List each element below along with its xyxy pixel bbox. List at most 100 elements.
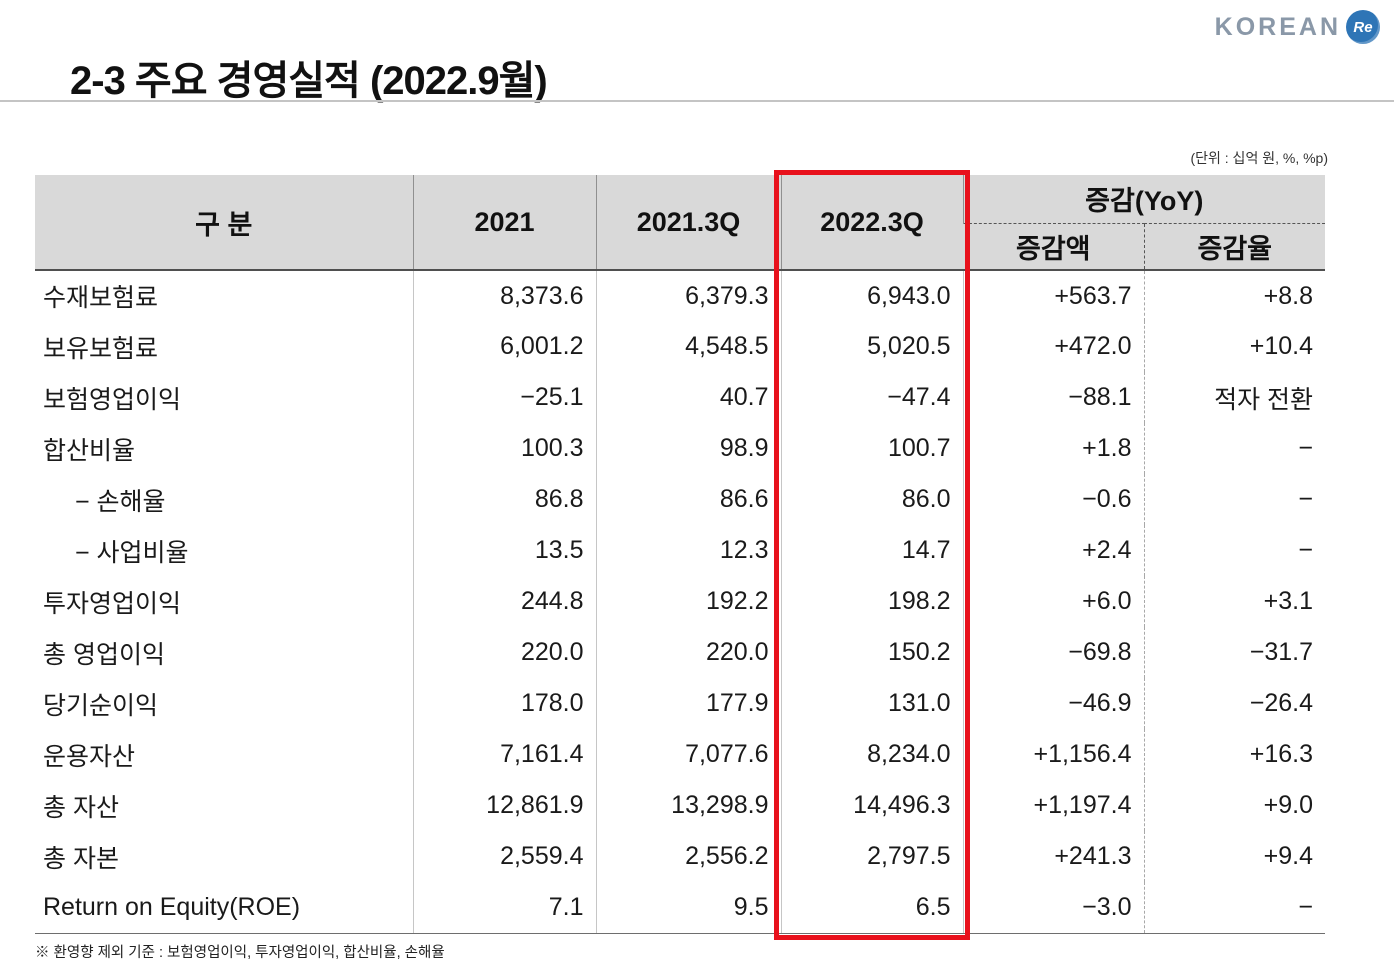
row-label: 수재보험료: [43, 284, 159, 312]
unit-note: (단위 : 십억 원, %, %p): [1190, 150, 1328, 166]
row-label: 총 자산: [43, 793, 119, 822]
row-label: Return on Equity(ROE): [35, 882, 413, 934]
header-row-1: 구 분 2021 2021.3Q 2022.3Q 증감(YoY): [35, 175, 1326, 271]
title-divider: [0, 100, 1394, 102]
table-row: Return on Equity(ROE) 7.1 9.5 6.5 −3.0 −: [35, 882, 1326, 934]
cell-2021: 7.1: [412, 882, 596, 934]
cell-2022-3q: −47.4: [780, 372, 963, 423]
cell-2021: 178.0: [412, 678, 596, 729]
performance-table-grid: 구 분 2021 2021.3Q 2022.3Q 증감(YoY) 증감액 증감율…: [35, 175, 1326, 934]
table-row: 총 영업이익 220.0 220.0 150.2 −69.8 −31.7: [35, 627, 1326, 678]
cell-yoy-amount: +1,156.4: [962, 729, 1144, 780]
cell-2021: 220.0: [412, 627, 596, 678]
table-row: 운용자산 7,161.4 7,077.6 8,234.0 +1,156.4 +1…: [35, 729, 1326, 780]
row-label: 합산비율: [43, 436, 136, 465]
header-yoy-group: 증감(YoY): [962, 175, 1326, 224]
row-label: − 사업비율: [75, 538, 189, 567]
cell-2021: 244.8: [412, 576, 596, 627]
logo-text: KOREAN: [1214, 12, 1341, 41]
table-row: 합산비율 100.3 98.9 100.7 +1.8 −: [35, 423, 1326, 474]
cell-2021-3q: 6,379.3: [595, 270, 781, 321]
cell-yoy-amount: +1,197.4: [962, 780, 1144, 831]
cell-yoy-amount: +472.0: [962, 321, 1144, 372]
cell-yoy-rate: +9.0: [1143, 780, 1326, 831]
header-2021-3q: 2021.3Q: [595, 175, 781, 271]
cell-2022-3q: 14,496.3: [780, 780, 963, 831]
cell-yoy-amount: +1.8: [962, 423, 1144, 474]
cell-2021-3q: 86.6: [595, 474, 781, 525]
cell-2021-3q: 2,556.2: [595, 831, 781, 882]
cell-2021: 86.8: [412, 474, 596, 525]
cell-yoy-rate: −: [1143, 882, 1326, 934]
page-title: 2-3 주요 경영실적 (2022.9월): [70, 59, 548, 103]
header-yoy-amount: 증감액: [963, 223, 1144, 271]
header-yoy-rate: 증감율: [1143, 223, 1326, 271]
table-row: 보유보험료 6,001.2 4,548.5 5,020.5 +472.0 +10…: [35, 321, 1326, 372]
table-row: 총 자본 2,559.4 2,556.2 2,797.5 +241.3 +9.4: [35, 831, 1326, 882]
cell-yoy-rate: −: [1143, 525, 1326, 576]
table-row: − 손해율 86.8 86.6 86.0 −0.6 −: [35, 474, 1326, 525]
cell-yoy-rate: 적자 전환: [1143, 372, 1326, 423]
cell-yoy-rate: +3.1: [1143, 576, 1326, 627]
cell-2022-3q: 2,797.5: [780, 831, 963, 882]
cell-2021: 8,373.6: [412, 270, 596, 321]
header-category: 구 분: [35, 175, 413, 271]
cell-2022-3q: 100.7: [780, 423, 963, 474]
header-row-2: 증감액 증감율: [35, 223, 1326, 271]
cell-2021-3q: 13,298.9: [595, 780, 781, 831]
cell-yoy-rate: −: [1143, 423, 1326, 474]
table-row: 투자영업이익 244.8 192.2 198.2 +6.0 +3.1: [35, 576, 1326, 627]
table-row: 보험영업이익 −25.1 40.7 −47.4 −88.1 적자 전환: [35, 372, 1326, 423]
cell-yoy-rate: +10.4: [1143, 321, 1326, 372]
cell-2021: 7,161.4: [412, 729, 596, 780]
cell-2022-3q: 131.0: [780, 678, 963, 729]
cell-2021: 6,001.2: [412, 321, 596, 372]
cell-2021: 2,559.4: [412, 831, 596, 882]
cell-2022-3q: 5,020.5: [780, 321, 963, 372]
cell-yoy-rate: −26.4: [1143, 678, 1326, 729]
cell-2022-3q: 86.0: [780, 474, 963, 525]
cell-yoy-amount: +563.7: [962, 270, 1144, 321]
cell-yoy-amount: −0.6: [962, 474, 1144, 525]
logo-mark-icon: Re: [1346, 10, 1380, 44]
cell-2021-3q: 40.7: [595, 372, 781, 423]
cell-2021-3q: 9.5: [595, 882, 781, 934]
cell-2022-3q: 14.7: [780, 525, 963, 576]
row-label: 당기순이익: [43, 691, 159, 720]
row-label: 운용자산: [43, 742, 136, 771]
cell-2022-3q: 6.5: [780, 882, 963, 934]
cell-2021-3q: 98.9: [595, 423, 781, 474]
cell-2021: −25.1: [412, 372, 596, 423]
row-label: 총 자본: [43, 844, 119, 873]
cell-2021: 13.5: [412, 525, 596, 576]
row-label: − 손해율: [75, 487, 166, 516]
table-row: 수재보험료 8,373.6 6,379.3 6,943.0 +563.7 +8.…: [35, 270, 1326, 321]
header-2022-3q: 2022.3Q: [780, 175, 963, 271]
table-row: 총 자산 12,861.9 13,298.9 14,496.3 +1,197.4…: [35, 780, 1326, 831]
table-row: 당기순이익 178.0 177.9 131.0 −46.9 −26.4: [35, 678, 1326, 729]
header-2021: 2021: [412, 175, 596, 271]
row-label: 총 영업이익: [43, 640, 165, 669]
table-row: − 사업비율 13.5 12.3 14.7 +2.4 −: [35, 525, 1326, 576]
korean-re-logo: KOREAN Re: [1215, 10, 1380, 44]
cell-2022-3q: 150.2: [780, 627, 963, 678]
cell-2021-3q: 7,077.6: [595, 729, 781, 780]
cell-yoy-amount: −88.1: [962, 372, 1144, 423]
cell-yoy-amount: +241.3: [962, 831, 1144, 882]
cell-yoy-rate: +8.8: [1143, 270, 1326, 321]
footnote: ※ 환영향 제외 기준 : 보험영업이익, 투자영업이익, 합산비율, 손해율: [35, 945, 445, 961]
cell-2021-3q: 12.3: [595, 525, 781, 576]
cell-2022-3q: 8,234.0: [780, 729, 963, 780]
cell-yoy-rate: −: [1143, 474, 1326, 525]
cell-yoy-rate: −31.7: [1143, 627, 1326, 678]
cell-2021: 100.3: [412, 423, 596, 474]
cell-yoy-amount: −46.9: [962, 678, 1144, 729]
cell-yoy-amount: +6.0: [962, 576, 1144, 627]
row-label: 투자영업이익: [43, 589, 182, 618]
cell-yoy-rate: +9.4: [1143, 831, 1326, 882]
row-label: 보유보험료: [43, 334, 159, 363]
row-label: 보험영업이익: [43, 385, 182, 414]
cell-2022-3q: 6,943.0: [780, 270, 963, 321]
cell-2021: 12,861.9: [412, 780, 596, 831]
cell-yoy-rate: +16.3: [1143, 729, 1326, 780]
